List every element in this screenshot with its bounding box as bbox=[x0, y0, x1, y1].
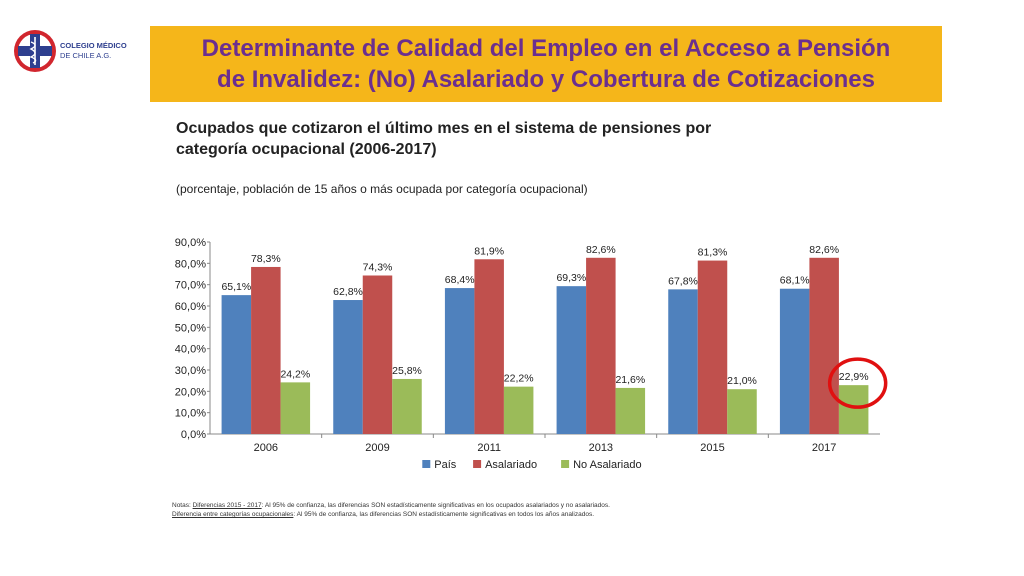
note-line1: Notas: Diferencias 2015 - 2017: Al 95% d… bbox=[172, 501, 610, 510]
note-diferencias-text: : Al 95% de confianza, las diferencias S… bbox=[261, 502, 610, 509]
logo-emblem-icon bbox=[14, 30, 56, 72]
x-tick-label: 2011 bbox=[477, 442, 501, 454]
chart-title-line2: categoría ocupacional (2006-2017) bbox=[176, 141, 437, 158]
chart-title: Ocupados que cotizaron el último mes en … bbox=[176, 118, 936, 160]
bar-value-label: 82,6% bbox=[586, 244, 616, 256]
bar bbox=[556, 286, 587, 434]
logo-name-line2: DE CHILE A.G. bbox=[60, 51, 112, 60]
bar bbox=[362, 275, 393, 434]
note-categorias-link: Diferencia entre categorías ocupacionale… bbox=[172, 511, 294, 518]
bar bbox=[392, 378, 422, 434]
note-diferencias-link: Diferencias 2015 - 2017 bbox=[192, 502, 262, 509]
bar-value-label: 24,2% bbox=[280, 368, 310, 380]
bar-value-label: 81,9% bbox=[474, 245, 504, 257]
note-line2: Diferencia entre categorías ocupacionale… bbox=[172, 510, 610, 519]
bar-value-label: 21,6% bbox=[615, 374, 645, 386]
bar-value-label: 21,0% bbox=[727, 375, 757, 387]
bar-value-label: 74,3% bbox=[363, 261, 393, 273]
legend-label: Asalariado bbox=[485, 459, 537, 471]
bar bbox=[838, 385, 869, 434]
highlight-circle bbox=[827, 357, 888, 409]
x-tick-label: 2013 bbox=[589, 442, 613, 454]
slide-title-line1: Determinante de Calidad del Empleo en el… bbox=[201, 35, 891, 62]
legend-swatch bbox=[561, 460, 570, 468]
note-categorias-text: : Al 95% de confianza, las diferencias S… bbox=[293, 511, 595, 518]
bar-value-label: 82,6% bbox=[809, 244, 839, 256]
legend-label: País bbox=[434, 459, 457, 471]
bar bbox=[444, 288, 475, 434]
bar-value-label: 68,4% bbox=[445, 274, 475, 286]
bar-value-label: 22,2% bbox=[504, 373, 534, 385]
y-tick-label: 0,0% bbox=[181, 429, 206, 441]
y-tick-label: 50,0% bbox=[175, 322, 206, 334]
bar-value-label: 25,8% bbox=[392, 365, 422, 377]
slide-title: Determinante de Calidad del Empleo en el… bbox=[202, 33, 891, 95]
legend-swatch bbox=[422, 460, 431, 468]
legend-swatch bbox=[473, 460, 482, 468]
logo-text: COLEGIO MÉDICO DE CHILE A.G. bbox=[60, 41, 127, 61]
bar bbox=[615, 387, 646, 434]
y-tick-label: 70,0% bbox=[175, 280, 206, 292]
logo-name-line1: COLEGIO MÉDICO bbox=[60, 41, 127, 50]
chart-subtitle: (porcentaje, población de 15 años o más … bbox=[176, 182, 588, 196]
x-tick-label: 2006 bbox=[254, 442, 278, 454]
x-tick-label: 2017 bbox=[812, 442, 836, 454]
bar bbox=[280, 382, 311, 434]
bar-value-label: 22,9% bbox=[839, 371, 869, 383]
bar-value-label: 67,8% bbox=[668, 275, 698, 287]
bar bbox=[668, 289, 698, 434]
bar bbox=[586, 257, 616, 434]
bar-value-label: 78,3% bbox=[251, 253, 281, 265]
bar bbox=[503, 386, 534, 434]
legend-label: No Asalariado bbox=[573, 459, 642, 471]
chart-notes: Notas: Diferencias 2015 - 2017: Al 95% d… bbox=[172, 501, 610, 519]
bar bbox=[251, 266, 281, 434]
colegio-medico-logo bbox=[12, 28, 152, 76]
bar bbox=[474, 259, 504, 434]
y-tick-label: 80,0% bbox=[175, 258, 206, 270]
y-tick-label: 30,0% bbox=[175, 365, 206, 377]
chart-title-line1: Ocupados que cotizaron el último mes en … bbox=[176, 120, 712, 137]
bar bbox=[779, 288, 810, 434]
bar bbox=[697, 260, 728, 434]
y-tick-label: 10,0% bbox=[175, 408, 206, 420]
bar-value-label: 65,1% bbox=[221, 281, 251, 293]
bar bbox=[221, 295, 252, 434]
y-tick-label: 40,0% bbox=[175, 344, 206, 356]
title-banner: Determinante de Calidad del Empleo en el… bbox=[150, 26, 942, 102]
note-prefix: Notas: bbox=[172, 502, 193, 509]
bar bbox=[727, 389, 757, 434]
bar-chart: 90,0% 80,0% 70,0% 60,0% 50,0% 40,0% 30,0% 20,0%… bbox=[175, 237, 888, 471]
bar-value-label: 62,8% bbox=[333, 286, 363, 298]
x-tick-label: 2015 bbox=[700, 442, 724, 454]
x-tick-label: 2009 bbox=[365, 442, 389, 454]
bar-value-label: 81,3% bbox=[698, 247, 728, 259]
slide-title-line2: de Invalidez: (No) Asalariado y Cobertur… bbox=[217, 66, 875, 93]
bar-value-label: 69,3% bbox=[556, 272, 586, 284]
y-tick-label: 60,0% bbox=[175, 301, 206, 313]
bar bbox=[809, 257, 839, 434]
bar bbox=[333, 300, 363, 434]
y-tick-label: 20,0% bbox=[175, 386, 206, 398]
bar-value-label: 68,1% bbox=[780, 275, 810, 287]
y-tick-label: 90,0% bbox=[175, 237, 206, 249]
